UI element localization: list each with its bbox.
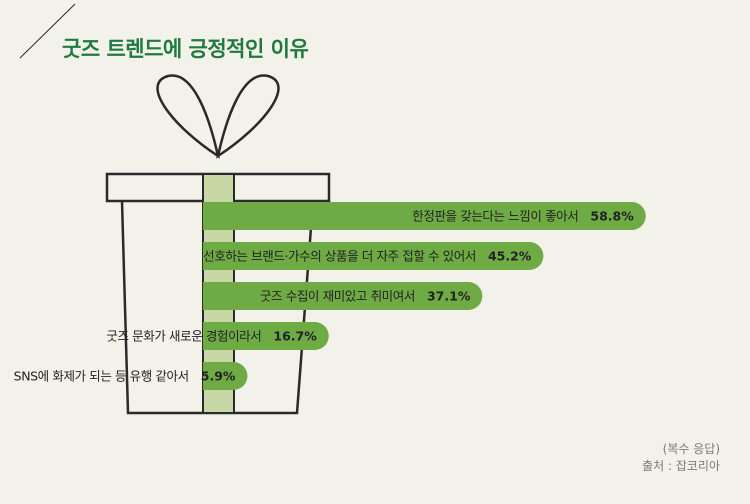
bar-value-label: 16.7% [273,329,317,344]
bar-category-label: 한정판을 갖는다는 느낌이 좋아서 [412,209,578,224]
multiple-response-note: (복수 응답) [662,442,720,456]
title-decor-line [19,3,76,59]
bar-category-label: 선호하는 브랜드·가수의 상품을 더 자주 접할 수 있어서 [203,249,476,264]
bar-value-label: 58.8% [590,209,634,224]
bar-2 [203,242,544,270]
bar-category-label: 굿즈 문화가 새로운 경험이라서 [106,329,261,344]
bar-category-label: 굿즈 수집이 재미있고 취미여서 [260,289,415,304]
page-title: 굿즈 트렌드에 긍정적인 이유 [62,37,309,61]
bar-category-label: SNS에 화제가 되는 등 유행 같아서 [14,369,189,384]
bar-5 [203,362,248,390]
bar-group: 58.8% 한정판을 갖는다는 느낌이 좋아서 45.2% 선호하는 브랜드·가수의 … [14,202,646,390]
bar-value-label: 5.9% [201,369,236,384]
bar-value-label: 37.1% [427,289,471,304]
source-note: 출처 : 잡코리아 [642,459,720,473]
bow-right-loop [216,74,280,159]
bar-3 [203,282,483,310]
bar-1 [203,202,646,230]
footnote: (복수 응답) 출처 : 잡코리아 [642,441,720,475]
bar-4 [203,322,329,350]
bow-left-loop [156,74,220,159]
bar-value-label: 45.2% [488,249,532,264]
